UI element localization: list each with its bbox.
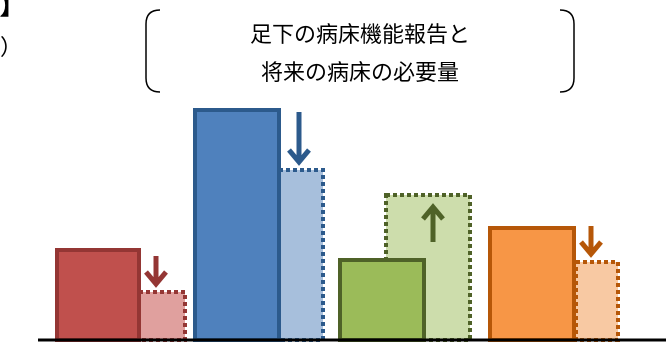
- callout-line-2: 将来の病床の必要量: [261, 61, 459, 86]
- current-bar-1: [55, 248, 141, 342]
- current-bar-3: [338, 258, 426, 342]
- corner-paren: ）: [0, 36, 22, 61]
- future-bar-4: [574, 260, 620, 342]
- change-arrow-down-2: [287, 112, 311, 166]
- bars-group: [55, 108, 620, 342]
- change-arrow-down-4: [579, 226, 603, 258]
- callout-right-bracket: [559, 9, 575, 93]
- change-arrow-down-1: [144, 256, 168, 288]
- callout-left-bracket: [145, 9, 161, 93]
- change-arrow-up-3: [421, 203, 445, 242]
- corner-bracket-mark: 】: [0, 0, 24, 20]
- future-bar-2: [277, 168, 325, 342]
- current-bar-2: [193, 108, 281, 342]
- future-bar-1: [137, 290, 187, 342]
- arrows-group: [144, 112, 603, 288]
- callout-line-1: 足下の病床機能報告と: [250, 23, 470, 48]
- current-bar-4: [488, 226, 576, 342]
